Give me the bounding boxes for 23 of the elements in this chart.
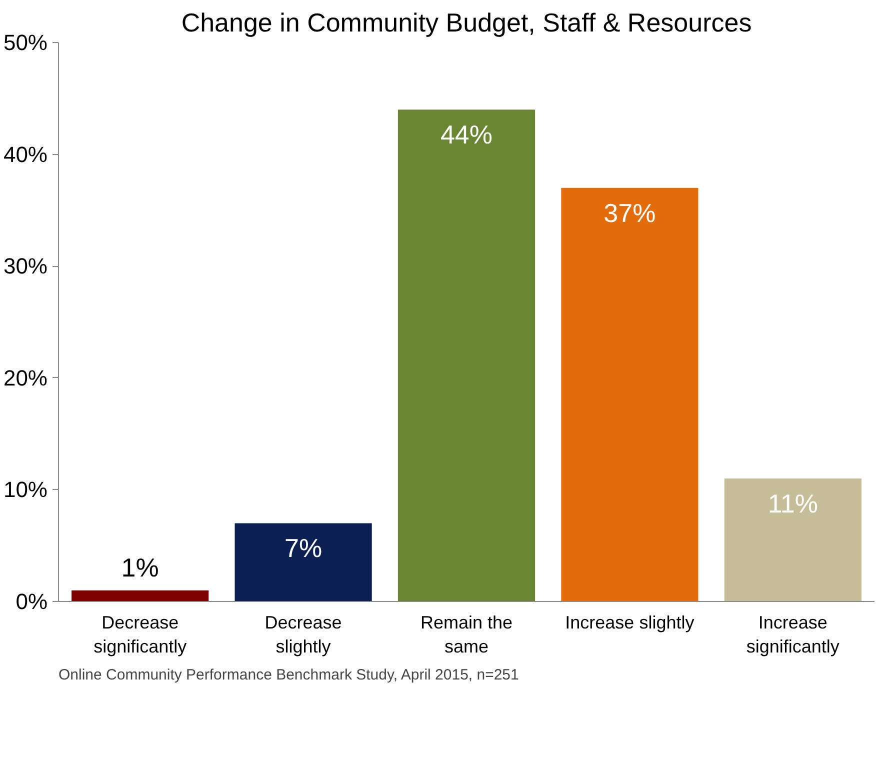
y-tick-label: 40% [3,142,48,167]
y-tick-label: 10% [3,477,48,502]
bar [72,590,209,602]
data-label: 37% [604,198,656,228]
x-tick-label: Increase slightly [565,612,694,632]
data-label: 11% [768,488,818,519]
data-label: 1% [121,552,159,582]
data-label: 7% [284,533,322,564]
y-tick-label: 50% [3,30,48,55]
y-tick-label: 30% [3,254,48,279]
bar [234,523,372,602]
x-tick-label: Increase significantly [746,612,840,656]
bar [561,188,698,602]
text: Online Community Performance Benchmark Study, April 2015, n=251 [58,666,519,684]
bar [724,478,862,602]
chart-title: Change in Community Budget, Staff & Resources [181,8,752,38]
data-label: 44% [440,120,493,150]
y-tick-label: 20% [3,365,48,390]
bar [398,110,536,602]
x-tick-label: Decrease significantly [94,612,187,656]
x-tick-label: Remain the same [420,612,513,656]
x-tick-label: Decrease slightly [264,612,342,656]
y-tick-label: 0% [16,589,48,614]
